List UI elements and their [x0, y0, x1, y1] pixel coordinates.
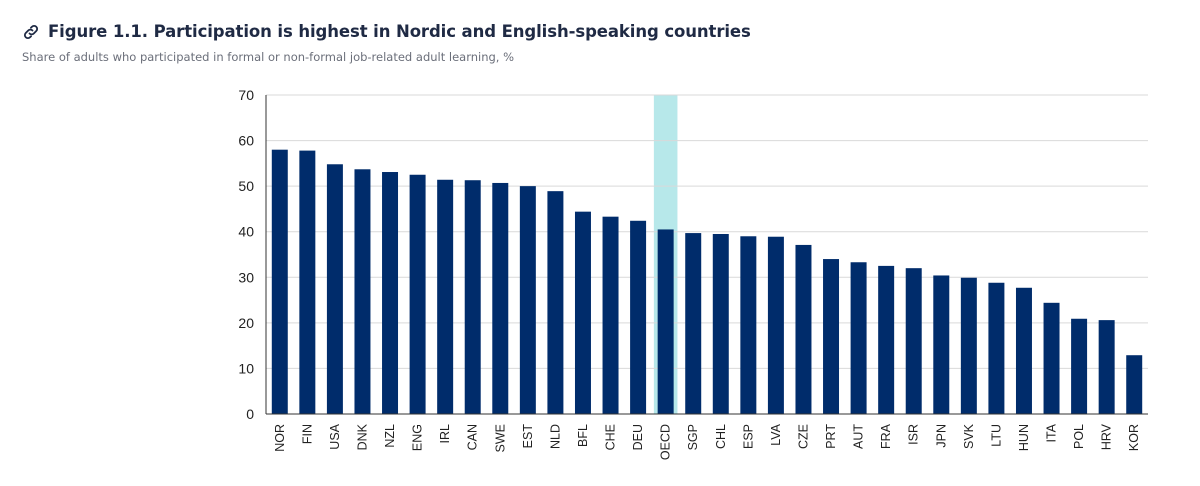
- x-tick-label: DEU: [631, 424, 645, 450]
- x-tick-label: SVK: [962, 423, 976, 449]
- bar-kor: [1126, 355, 1143, 414]
- chart-subtitle: Share of adults who participated in form…: [22, 50, 515, 64]
- bar-aut: [850, 262, 867, 414]
- x-tick-label: BFL: [576, 424, 590, 447]
- x-tick-label: CAN: [466, 424, 480, 450]
- bar-lva: [767, 236, 784, 414]
- x-tick-label: FIN: [300, 424, 314, 444]
- x-tick-label: AUT: [852, 424, 866, 449]
- bar-swe: [492, 182, 509, 414]
- x-tick-label: KOR: [1127, 424, 1141, 451]
- bar-nor: [271, 149, 288, 414]
- y-tick-label: 70: [238, 87, 254, 103]
- bar-nld: [547, 191, 564, 414]
- x-tick-label: NLD: [548, 424, 562, 449]
- bar-ita: [1043, 302, 1060, 414]
- bar-svk: [960, 277, 977, 414]
- x-tick-label: POL: [1072, 424, 1086, 449]
- x-tick-label: ESP: [741, 424, 755, 449]
- x-tick-label: ISR: [907, 424, 921, 445]
- x-tick-label: CZE: [796, 424, 810, 449]
- x-tick-label: FRA: [879, 423, 893, 449]
- bar-hrv: [1098, 320, 1115, 414]
- bar-che: [602, 216, 619, 414]
- y-tick-label: 60: [238, 133, 254, 149]
- bar-bfl: [574, 211, 591, 414]
- x-tick-label: HRV: [1100, 423, 1114, 450]
- y-tick-label: 0: [246, 406, 254, 422]
- bar-deu: [630, 220, 647, 414]
- bar-nzl: [382, 172, 399, 414]
- x-tick-label: ENG: [411, 424, 425, 451]
- x-tick-label: ITA: [1045, 423, 1059, 442]
- y-tick-label: 30: [238, 269, 254, 285]
- x-tick-label: JPN: [934, 424, 948, 448]
- x-tick-label: NZL: [383, 424, 397, 448]
- bar-est: [519, 186, 536, 414]
- x-tick-label: HUN: [1017, 424, 1031, 451]
- x-tick-label: LTU: [989, 424, 1003, 447]
- x-tick-label: LVA: [769, 423, 783, 445]
- bar-cze: [795, 244, 812, 414]
- y-tick-label: 40: [238, 224, 254, 240]
- bar-pol: [1071, 318, 1088, 414]
- bar-can: [464, 180, 481, 414]
- title-row: Figure 1.1. Participation is highest in …: [22, 22, 751, 41]
- x-tick-label: SWE: [493, 424, 507, 452]
- chart-header: Figure 1.1. Participation is highest in …: [22, 22, 751, 64]
- x-tick-label: PRT: [824, 424, 838, 449]
- y-tick-label: 20: [238, 315, 254, 331]
- x-tick-label: DNK: [355, 423, 369, 450]
- x-tick-label: OECD: [659, 424, 673, 460]
- bar-usa: [326, 164, 343, 414]
- x-tick-label: IRL: [438, 424, 452, 444]
- bar-irl: [437, 179, 454, 414]
- bar-hun: [1015, 287, 1032, 414]
- x-tick-label: SGP: [686, 424, 700, 450]
- bar-chl: [712, 233, 729, 414]
- y-tick-label: 50: [238, 178, 254, 194]
- bar-jpn: [933, 275, 950, 414]
- chart-title: Figure 1.1. Participation is highest in …: [48, 22, 751, 41]
- x-tick-label: USA: [328, 423, 342, 449]
- x-tick-label: NOR: [273, 424, 287, 452]
- y-tick-label: 10: [238, 360, 254, 376]
- bar-ltu: [988, 282, 1005, 414]
- bar-fra: [878, 265, 895, 414]
- bar-eng: [409, 174, 426, 414]
- bar-dnk: [354, 169, 371, 414]
- bar-isr: [905, 268, 922, 414]
- link-icon[interactable]: [22, 23, 40, 41]
- x-tick-label: EST: [521, 424, 535, 449]
- x-tick-label: CHE: [604, 424, 618, 450]
- bar-fin: [299, 150, 316, 414]
- bar-prt: [823, 259, 840, 414]
- bar-esp: [740, 236, 757, 414]
- x-tick-label: CHL: [714, 424, 728, 449]
- bar-sgp: [685, 233, 702, 414]
- bar-oecd: [657, 229, 674, 414]
